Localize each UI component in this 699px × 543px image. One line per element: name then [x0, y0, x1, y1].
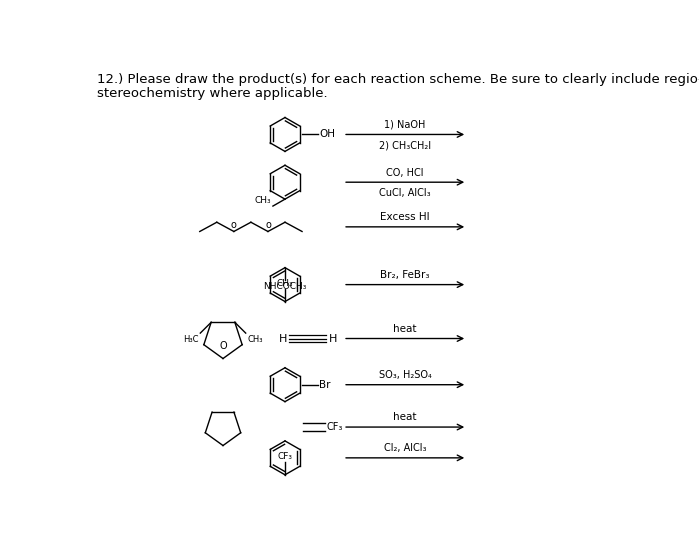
Text: SO₃, H₂SO₄: SO₃, H₂SO₄: [379, 370, 431, 380]
Text: CH₃: CH₃: [254, 195, 271, 205]
Text: H₃C: H₃C: [183, 334, 199, 344]
Text: stereochemistry where applicable.: stereochemistry where applicable.: [96, 87, 327, 100]
Text: heat: heat: [394, 324, 417, 334]
Text: CF₃: CF₃: [326, 422, 343, 432]
Text: CH₃: CH₃: [277, 279, 294, 288]
Text: CF₃: CF₃: [278, 452, 292, 461]
Text: Br₂, FeBr₃: Br₂, FeBr₃: [380, 270, 430, 280]
Text: 12.) Please draw the product(s) for each reaction scheme. Be sure to clearly inc: 12.) Please draw the product(s) for each…: [96, 73, 699, 86]
Text: 2) CH₃CH₂I: 2) CH₃CH₂I: [379, 141, 431, 150]
Text: Cl₂, AlCl₃: Cl₂, AlCl₃: [384, 443, 426, 453]
Text: CuCl, AlCl₃: CuCl, AlCl₃: [380, 188, 431, 198]
Text: O: O: [219, 341, 226, 351]
Text: Br: Br: [319, 380, 331, 390]
Text: CH₃: CH₃: [247, 334, 263, 344]
Text: CO, HCl: CO, HCl: [387, 168, 424, 178]
Text: heat: heat: [394, 413, 417, 422]
Text: NHCOCH₃: NHCOCH₃: [264, 281, 307, 291]
Text: H: H: [279, 333, 287, 344]
Text: H: H: [329, 333, 338, 344]
Text: o: o: [265, 220, 271, 230]
Text: OH: OH: [319, 129, 335, 140]
Text: 1) NaOH: 1) NaOH: [384, 120, 426, 130]
Text: Excess HI: Excess HI: [380, 212, 430, 222]
Text: o: o: [231, 220, 237, 230]
